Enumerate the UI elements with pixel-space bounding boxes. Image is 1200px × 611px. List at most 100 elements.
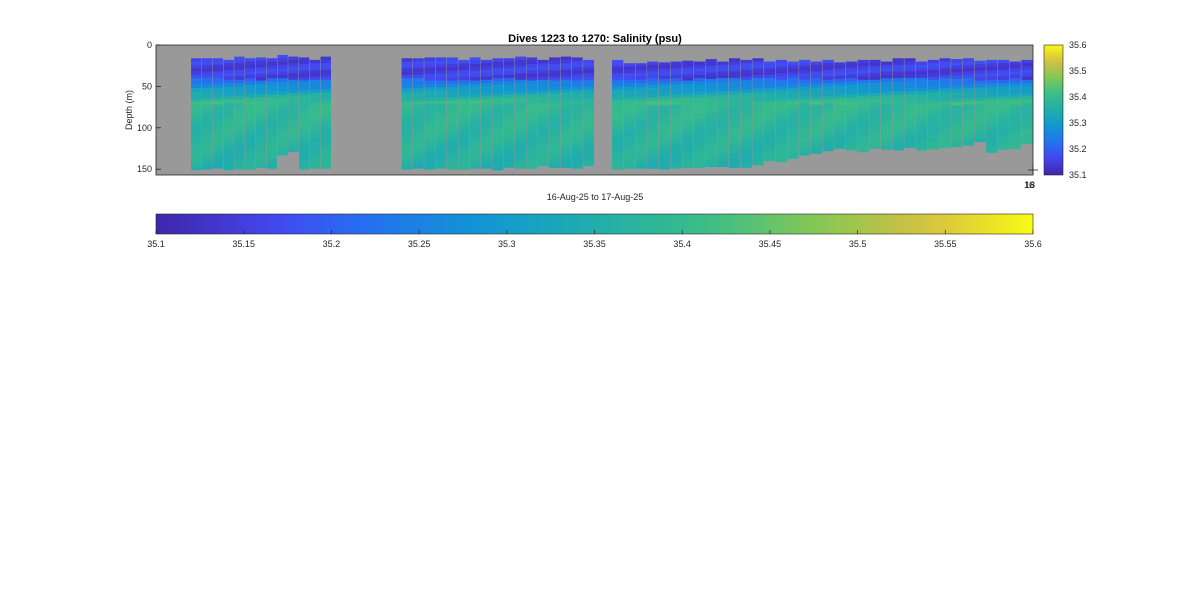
salinity-cell: [740, 159, 752, 163]
salinity-cell: [892, 84, 904, 89]
salinity-cell: [503, 107, 515, 112]
salinity-cell: [458, 159, 470, 163]
salinity-cell: [526, 67, 538, 71]
salinity-cell: [693, 160, 706, 165]
salinity-cell: [492, 137, 504, 142]
salinity-cell: [916, 134, 928, 139]
salinity-cell: [234, 93, 245, 97]
salinity-cell: [234, 146, 245, 150]
salinity-cell: [446, 123, 458, 128]
salinity-cell: [560, 149, 572, 153]
salinity-cell: [446, 140, 458, 144]
salinity-cell: [277, 144, 288, 148]
salinity-cell: [320, 146, 331, 150]
salinity-cell: [223, 136, 234, 140]
salinity-cell: [245, 164, 256, 168]
salinity-cell: [412, 121, 424, 125]
salinity-cell: [752, 164, 764, 166]
salinity-cell: [635, 136, 647, 140]
salinity-cell: [986, 83, 998, 87]
salinity-cell: [560, 139, 572, 143]
salinity-cell: [775, 69, 787, 74]
salinity-cell: [845, 121, 858, 125]
salinity-cell: [869, 93, 881, 97]
salinity-cell: [951, 128, 963, 133]
salinity-cell: [670, 154, 682, 158]
salinity-cell: [612, 83, 624, 87]
salinity-cell: [299, 70, 310, 75]
salinity-cell: [810, 121, 823, 125]
salinity-cell: [277, 117, 288, 122]
salinity-cell: [939, 61, 951, 66]
salinity-cell: [904, 88, 916, 92]
salinity-cell: [212, 147, 224, 152]
salinity-cell: [647, 137, 659, 142]
salinity-cell: [481, 106, 492, 110]
salinity-cell: [435, 100, 447, 105]
salinity-cell: [904, 58, 916, 62]
salinity-cell: [435, 64, 447, 68]
salinity-cell: [635, 119, 647, 124]
salinity-cell: [647, 107, 659, 112]
salinity-cell: [469, 73, 481, 78]
salinity-cell: [526, 126, 538, 131]
salinity-cell: [834, 88, 846, 93]
salinity-cell: [458, 59, 470, 64]
salinity-cell: [717, 68, 729, 72]
salinity-cell: [728, 131, 741, 135]
salinity-cell: [401, 144, 413, 148]
salinity-cell: [481, 93, 492, 97]
salinity-cell: [962, 121, 975, 125]
salinity-cell: [255, 117, 267, 121]
salinity-cell: [469, 156, 481, 161]
salinity-cell: [658, 75, 671, 80]
salinity-cell: [571, 103, 583, 108]
salinity-cell: [822, 66, 834, 71]
salinity-cell: [191, 68, 202, 72]
salinity-cell: [740, 99, 752, 104]
salinity-cell: [401, 137, 413, 142]
salinity-cell: [320, 59, 331, 64]
salinity-cell: [787, 131, 799, 135]
salinity-cell: [799, 142, 811, 147]
salinity-cell: [435, 103, 447, 108]
salinity-cell: [916, 104, 928, 109]
salinity-cell: [424, 160, 436, 164]
salinity-cell: [717, 71, 729, 76]
salinity-cell: [916, 117, 928, 122]
salinity-cell: [951, 118, 963, 123]
salinity-cell: [245, 111, 256, 115]
salinity-cell: [191, 78, 202, 82]
salinity-cell: [412, 104, 424, 109]
salinity-cell: [799, 119, 811, 124]
salinity-cell: [549, 133, 560, 138]
salinity-cell: [635, 79, 647, 84]
salinity-cell: [537, 99, 549, 104]
salinity-cell: [549, 160, 560, 164]
salinity-cell: [904, 84, 916, 89]
salinity-cell: [299, 143, 310, 148]
salinity-cell: [266, 160, 277, 165]
salinity-cell: [717, 97, 729, 102]
salinity-cell: [939, 84, 951, 89]
salinity-cell: [869, 132, 881, 137]
salinity-cell: [810, 78, 823, 82]
salinity-cell: [492, 64, 504, 69]
salinity-cell: [857, 96, 869, 100]
salinity-cell: [288, 146, 299, 150]
salinity-cell: [201, 101, 213, 105]
salinity-cell: [822, 69, 834, 74]
salinity-cell: [515, 142, 526, 147]
salinity-cell: [266, 84, 277, 89]
salinity-cell: [320, 102, 331, 107]
salinity-cell: [277, 61, 288, 66]
salinity-cell: [212, 117, 224, 122]
salinity-cell: [481, 63, 492, 67]
salinity-cell: [412, 61, 424, 66]
salinity-cell: [515, 83, 526, 87]
salinity-cell: [810, 91, 823, 95]
salinity-cell: [223, 109, 234, 114]
salinity-cell: [515, 89, 526, 94]
salinity-cell: [705, 78, 717, 83]
salinity-cell: [939, 94, 951, 99]
